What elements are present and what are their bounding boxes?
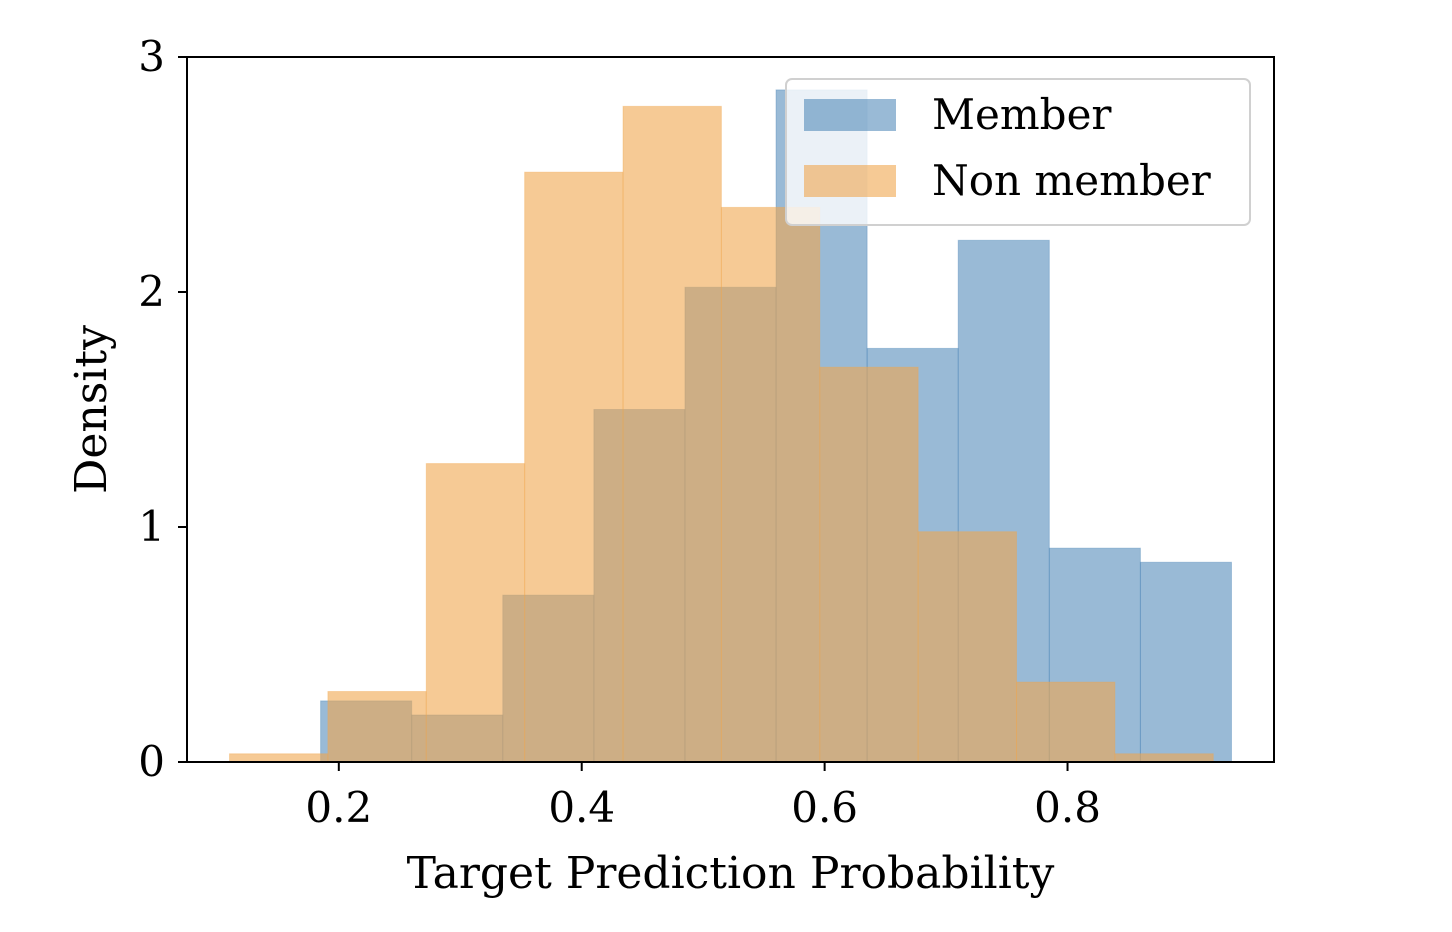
- member-bar-9: [1139, 561, 1232, 763]
- non-member-bar-3: [524, 171, 624, 763]
- y-tick-label: 3: [138, 32, 165, 81]
- x-tick-label: 0.8: [1034, 783, 1101, 832]
- non-member-bar-0: [229, 753, 329, 763]
- y-tick-label: 2: [138, 267, 165, 316]
- non-member-bar-2: [425, 463, 526, 763]
- x-axis-label: Target Prediction Probability: [407, 848, 1055, 899]
- ticks-layer: 0.2 0.4 0.6 0.8 0 1 2 3: [138, 32, 1101, 832]
- plot-frame: [186, 56, 1275, 763]
- y-tick-label: 0: [138, 737, 165, 786]
- non-member-bar-5: [720, 206, 821, 763]
- non-member-bar-7: [917, 531, 1018, 763]
- legend-box: [785, 78, 1251, 226]
- legend-label-member: Member: [932, 90, 1112, 139]
- non-member-bar-1: [327, 691, 427, 763]
- x-tick-label: 0.6: [791, 783, 858, 832]
- legend-swatch-non-member: [804, 165, 896, 197]
- legend-swatch-member: [804, 99, 896, 131]
- non-member-bar-8: [1016, 681, 1116, 763]
- non-member-bar-9: [1114, 753, 1214, 763]
- non-member-bar-6: [819, 366, 919, 763]
- y-tick-label: 1: [138, 502, 165, 551]
- y-axis-label: Density: [66, 325, 117, 494]
- x-tick-label: 0.2: [305, 783, 372, 832]
- non-member-bar-4: [622, 105, 722, 763]
- legend: Member Non member: [785, 78, 1251, 226]
- legend-label-non-member: Non member: [932, 156, 1212, 205]
- x-tick-label: 0.4: [548, 783, 615, 832]
